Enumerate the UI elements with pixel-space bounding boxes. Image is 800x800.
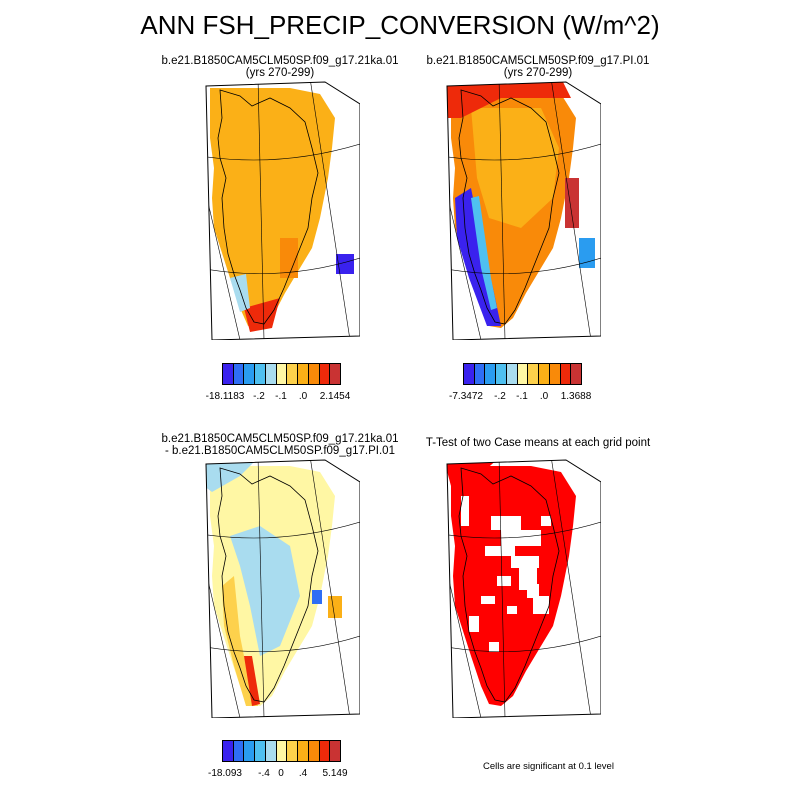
panel-1-colorbar: [222, 363, 341, 387]
map-layer: [447, 82, 601, 340]
south-tip-cells: [244, 298, 280, 332]
non-significant-cell: [511, 556, 539, 568]
panel-1-tick-2: -.1: [275, 391, 287, 402]
panel-4-map: [446, 459, 601, 718]
colorbar-swatch: [570, 363, 582, 385]
coastline: [217, 467, 319, 703]
panel-2-tick-4: 1.3688: [560, 391, 592, 402]
panel-2-tick-1: -.2: [494, 391, 506, 402]
map-layer: [447, 460, 601, 718]
map-frame: [205, 81, 360, 340]
longitude-line: [309, 460, 351, 718]
panel-2-tick-0: -7.3472: [449, 391, 483, 402]
non-significant-cell: [501, 530, 541, 546]
latitude-line: [206, 521, 360, 539]
panel-1-tick-1: -.2: [253, 391, 265, 402]
non-significant-cell: [497, 576, 511, 586]
transition-margin: [471, 196, 497, 310]
panel-3-title: b.e21.B1850CAM5CLM50SP.f09_g17.21ka.01 -…: [150, 433, 410, 457]
interior-region: [471, 108, 559, 228]
panel-1-tick-3: .0: [298, 391, 308, 402]
panel-1-title: b.e21.B1850CAM5CLM50SP.f09_g17.21ka.01 (…: [150, 55, 410, 79]
longitude-line: [550, 460, 592, 718]
panel-3-tick-0: -18.093: [208, 768, 242, 779]
map-frame: [446, 459, 601, 718]
non-significant-cell: [485, 546, 515, 556]
east-negative-cells: [336, 254, 354, 274]
latitude-line: [447, 635, 601, 652]
east-margin: [565, 178, 579, 228]
panel-1-tick-0: -18.1183: [205, 391, 245, 402]
panel-3-tick-1: -.4: [258, 768, 270, 779]
panel-1-tick-4: 2.1454: [319, 391, 351, 402]
ice-field: [210, 88, 335, 328]
panel-4-title-line1: T-Test of two Case means at each grid po…: [425, 437, 651, 449]
panel-2-title: b.e21.B1850CAM5CLM50SP.f09_g17.PI.01 (yr…: [408, 55, 668, 79]
longitude-line: [498, 82, 506, 340]
longitude-line: [257, 460, 265, 718]
panel-3-colorbar: [222, 740, 341, 764]
coastline: [217, 89, 319, 325]
panel-2-tick-3: .0: [539, 391, 549, 402]
non-significant-cell: [527, 584, 539, 598]
longitude-line: [257, 82, 265, 340]
east-negative-cells: [579, 238, 595, 268]
panel-1-colorbar-labels: -18.1183 -.2 -.1 .0 2.1454: [206, 391, 351, 405]
north-margin: [447, 82, 571, 118]
panel-3-map: [205, 459, 360, 718]
panel-3-title-line2: - b.e21.B1850CAM5CLM50SP.f09_g17.PI.01: [165, 445, 395, 457]
latitude-line: [206, 143, 360, 161]
latitude-line: [447, 521, 601, 539]
panel-3-tick-2: 0: [278, 768, 284, 779]
panel-2-tick-2: -.1: [516, 391, 528, 402]
panel-2-title-line2: (yrs 270-299): [503, 67, 573, 79]
map-layer: [206, 460, 360, 718]
map-layer: [206, 82, 360, 340]
non-significant-cell: [507, 606, 517, 614]
panel-3-tick-4: 5.149: [322, 768, 348, 779]
longitude-line: [309, 82, 351, 340]
non-significant-cell: [461, 496, 469, 526]
panel-3-title-line1: b.e21.B1850CAM5CLM50SP.f09_g17.21ka.01: [161, 433, 399, 445]
non-significant-cell: [481, 596, 495, 604]
non-significant-cell: [489, 642, 499, 652]
panel-3-colorbar-labels: -18.093 -.4 0 .4 5.149: [208, 768, 347, 782]
panel-1-map: [205, 81, 360, 340]
strong-positive-margin: [244, 656, 260, 706]
panel-2-colorbar-labels: -7.3472 -.2 -.1 .0 1.3688: [449, 391, 591, 405]
panel-2-map: [446, 81, 601, 340]
significance-note: Cells are significant at 0.1 level: [483, 761, 614, 772]
positive-margin: [222, 576, 258, 706]
longitude-line: [550, 82, 592, 340]
longitude-line: [498, 460, 506, 718]
east-cells: [328, 596, 342, 618]
map-frame: [446, 81, 601, 340]
north-cells: [206, 460, 260, 492]
non-significant-cell: [541, 516, 551, 526]
east-positive-cells: [280, 238, 298, 278]
map-frame: [205, 459, 360, 718]
panel-4-title: T-Test of two Case means at each grid po…: [403, 437, 673, 449]
colorbar-swatch: [329, 740, 341, 762]
non-significant-cell: [469, 616, 479, 632]
south-west-cells: [230, 274, 250, 312]
panel-1-title-line2: (yrs 270-299): [245, 67, 315, 79]
latitude-line: [206, 257, 360, 274]
latitude-line: [447, 143, 601, 161]
latitude-line: [206, 635, 360, 652]
panel-1-title-line1: b.e21.B1850CAM5CLM50SP.f09_g17.21ka.01: [161, 55, 399, 67]
latitude-line: [447, 257, 601, 274]
coastline: [458, 89, 560, 325]
non-significant-cell: [533, 596, 549, 614]
colorbar-swatch: [329, 363, 341, 385]
panel-2-colorbar: [463, 363, 582, 387]
negative-region: [230, 526, 300, 656]
panel-2-title-line1: b.e21.B1850CAM5CLM50SP.f09_g17.PI.01: [426, 55, 650, 67]
east-negative-cells: [312, 590, 322, 604]
coastline: [458, 467, 560, 703]
panel-3-tick-3: .4: [298, 768, 308, 779]
non-significant-cell: [491, 516, 521, 530]
figure-title: ANN FSH_PRECIP_CONVERSION (W/m^2): [140, 10, 660, 40]
